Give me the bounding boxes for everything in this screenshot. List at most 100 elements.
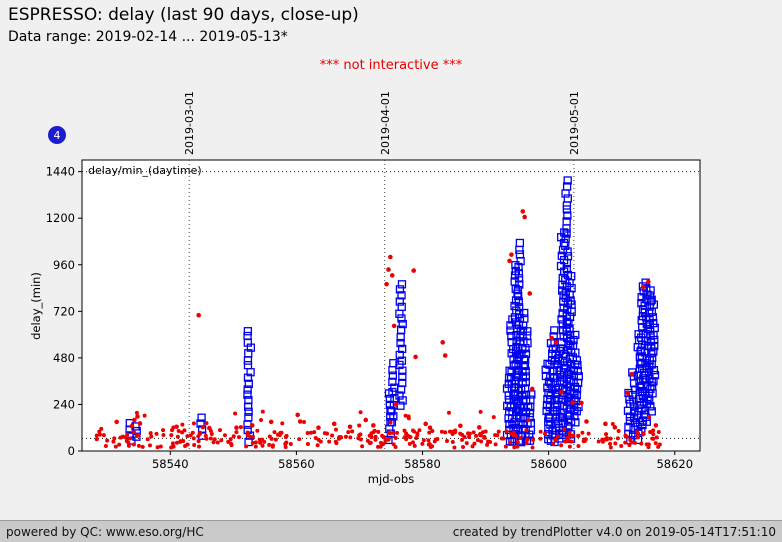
red-dot-marker xyxy=(391,442,396,447)
red-dot-marker xyxy=(260,443,265,448)
red-dot-marker xyxy=(470,444,475,449)
blue-square-marker xyxy=(570,412,579,421)
x-tick-label: 58620 xyxy=(656,457,693,471)
red-dot-marker xyxy=(411,268,417,273)
red-dot-marker xyxy=(219,438,224,443)
red-dot-marker xyxy=(376,429,381,434)
x-tick-label: 58580 xyxy=(404,457,441,471)
red-dot-marker xyxy=(373,437,378,442)
red-dot-marker xyxy=(197,444,202,449)
red-dot-marker xyxy=(393,435,398,440)
blue-square-marker xyxy=(395,350,404,360)
x-tick-label: 58540 xyxy=(152,457,189,471)
red-dot-marker xyxy=(440,340,446,345)
red-dot-marker xyxy=(632,440,637,445)
red-dot-marker xyxy=(259,417,264,422)
red-dot-marker xyxy=(127,436,132,441)
red-dot-marker xyxy=(188,433,193,438)
red-dot-marker xyxy=(410,440,415,445)
red-dot-marker xyxy=(155,445,160,450)
red-dot-marker xyxy=(407,441,412,446)
blue-square-marker xyxy=(637,293,646,302)
blue-square-marker xyxy=(521,372,531,381)
red-dot-marker xyxy=(581,439,586,444)
red-dot-marker xyxy=(656,429,661,434)
red-dot-marker xyxy=(584,419,589,424)
blue-square-marker xyxy=(649,300,658,309)
blue-square-marker xyxy=(515,280,524,289)
red-dot-marker xyxy=(415,431,420,436)
blue-square-marker xyxy=(565,370,574,379)
blue-square-marker xyxy=(396,338,405,348)
red-dot-marker xyxy=(610,421,615,426)
plot-number-badge[interactable]: 4 xyxy=(48,126,66,144)
red-dot-marker xyxy=(444,438,449,443)
red-dot-marker xyxy=(178,439,183,444)
red-dot-marker xyxy=(507,258,512,264)
red-dot-marker xyxy=(196,434,201,439)
red-dot-marker xyxy=(450,429,455,434)
blue-square-marker xyxy=(243,390,252,399)
red-dot-marker xyxy=(427,442,432,447)
red-dot-marker xyxy=(651,428,656,433)
red-dot-marker xyxy=(567,430,572,435)
red-dot-marker xyxy=(126,443,131,448)
footer-created-by: created by trendPlotter v4.0 on 2019-05-… xyxy=(452,524,776,539)
blue-square-marker xyxy=(397,291,406,300)
red-dot-marker xyxy=(136,432,141,437)
blue-square-marker xyxy=(645,291,655,300)
blue-square-marker xyxy=(395,297,404,306)
blue-square-marker xyxy=(507,331,516,341)
red-dot-marker xyxy=(203,433,208,438)
red-dot-marker xyxy=(452,445,457,450)
red-dot-marker xyxy=(388,420,393,425)
red-dot-marker xyxy=(312,430,317,435)
red-dot-marker xyxy=(549,335,555,341)
red-dot-marker xyxy=(368,433,373,438)
red-dot-marker xyxy=(154,431,159,436)
red-dot-marker xyxy=(623,440,628,445)
red-dot-marker xyxy=(129,423,135,429)
blue-square-marker xyxy=(398,378,407,388)
blue-square-marker xyxy=(526,418,536,428)
red-dot-marker xyxy=(567,444,572,449)
red-dot-marker xyxy=(204,421,209,426)
blue-square-marker xyxy=(649,377,658,386)
red-dot-marker xyxy=(654,435,659,440)
red-dot-marker xyxy=(493,442,498,447)
red-dot-marker xyxy=(446,410,451,415)
red-dot-marker xyxy=(496,429,501,434)
red-dot-marker xyxy=(383,438,388,443)
red-dot-marker xyxy=(258,440,263,445)
red-dot-marker xyxy=(94,433,99,438)
blue-square-marker xyxy=(395,285,405,294)
red-dot-marker xyxy=(273,437,278,442)
blue-square-marker xyxy=(648,313,658,322)
red-dot-marker xyxy=(245,430,250,435)
red-dot-marker xyxy=(347,424,353,430)
blue-square-marker xyxy=(568,341,578,350)
red-dot-marker xyxy=(486,439,491,444)
x-tick-label: 58560 xyxy=(278,457,315,471)
blue-square-marker xyxy=(649,347,658,356)
red-dot-marker xyxy=(373,434,378,439)
red-dot-marker xyxy=(196,312,201,318)
red-dot-marker xyxy=(612,425,618,430)
red-dot-marker xyxy=(217,428,222,433)
red-dot-marker xyxy=(125,432,130,437)
red-dot-marker xyxy=(613,441,618,446)
red-dot-marker xyxy=(504,429,509,434)
red-dot-marker xyxy=(378,444,383,449)
blue-square-marker xyxy=(514,291,523,301)
red-dot-marker xyxy=(148,431,153,436)
red-dot-marker xyxy=(348,435,353,440)
red-dot-marker xyxy=(175,434,180,439)
blue-square-marker xyxy=(521,396,531,406)
red-dot-marker xyxy=(471,430,476,435)
y-tick-label: 960 xyxy=(53,258,75,272)
red-dot-marker xyxy=(501,436,506,441)
red-dot-marker xyxy=(531,437,536,442)
blue-square-marker xyxy=(644,368,654,377)
blue-square-marker xyxy=(387,418,397,427)
red-dot-marker xyxy=(586,431,591,436)
